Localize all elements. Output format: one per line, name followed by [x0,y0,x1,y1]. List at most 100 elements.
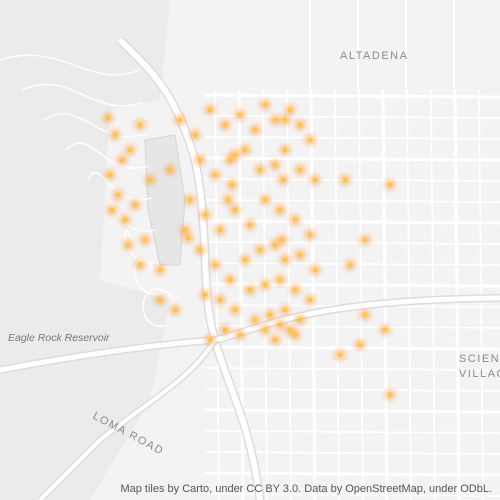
point [262,102,268,108]
point [357,342,363,348]
point [227,157,233,163]
point [292,287,298,293]
street [0,54,141,76]
point [267,312,273,318]
street [65,142,150,169]
point [132,202,138,208]
point [282,257,288,263]
point [107,172,113,178]
point [280,177,286,183]
hills [0,0,170,500]
point [237,332,243,338]
point [232,307,238,313]
street [204,93,500,99]
points [102,99,396,401]
point [122,217,128,223]
point [297,122,303,128]
place-label: ALTADENA [340,50,408,62]
point [177,117,183,123]
point [282,117,288,123]
point [312,267,318,273]
point [185,235,191,241]
point [277,322,283,328]
point [112,132,118,138]
point [202,292,208,298]
point [207,337,213,343]
street [204,471,500,477]
point [222,327,228,333]
point [207,107,213,113]
point [252,127,258,133]
point [279,237,285,243]
point [197,157,203,163]
point [142,237,148,243]
point [247,287,253,293]
point [225,197,231,203]
point [272,117,278,123]
street [142,288,177,327]
point [347,262,353,268]
point [307,137,313,143]
point [262,197,268,203]
point [362,312,368,318]
point [212,262,218,268]
point [137,262,143,268]
point [125,242,131,248]
street [204,430,500,434]
point [287,327,293,333]
point [157,297,163,303]
street [204,156,500,162]
point [382,327,388,333]
point [272,337,278,343]
point [157,267,163,273]
point [297,317,303,323]
point [262,282,268,288]
point [272,162,278,168]
point [222,122,228,128]
point [307,297,313,303]
point [252,317,258,323]
street [204,178,500,182]
street [204,136,500,140]
point [237,112,243,118]
point [229,182,235,188]
point [232,207,238,213]
street [43,113,147,138]
point [342,177,348,183]
freeways [0,36,500,500]
point [115,192,121,198]
point [362,237,368,243]
street [204,345,500,351]
point [262,327,268,333]
street [204,115,500,119]
point [127,147,133,153]
point [147,177,153,183]
street [204,199,500,203]
place-label: SCIENCE [459,353,500,365]
point [297,252,303,258]
point [257,167,263,173]
point [217,227,223,233]
point [272,242,278,248]
point [282,147,288,153]
point [292,217,298,223]
point [307,232,313,238]
point [232,152,238,158]
point [257,247,263,253]
water-label: Eagle Rock Reservoir [8,332,110,344]
point [242,257,248,263]
attribution: Map tiles by Carto, under CC BY 3.0. Dat… [120,483,492,495]
point [202,212,208,218]
point [137,122,143,128]
point [105,115,111,121]
street [204,388,500,392]
point [217,297,223,303]
point [119,157,125,163]
point [247,222,253,228]
point [182,227,188,233]
point [187,197,193,203]
point [167,167,173,173]
street [204,282,500,288]
place-label: VILLAGE [459,368,500,380]
